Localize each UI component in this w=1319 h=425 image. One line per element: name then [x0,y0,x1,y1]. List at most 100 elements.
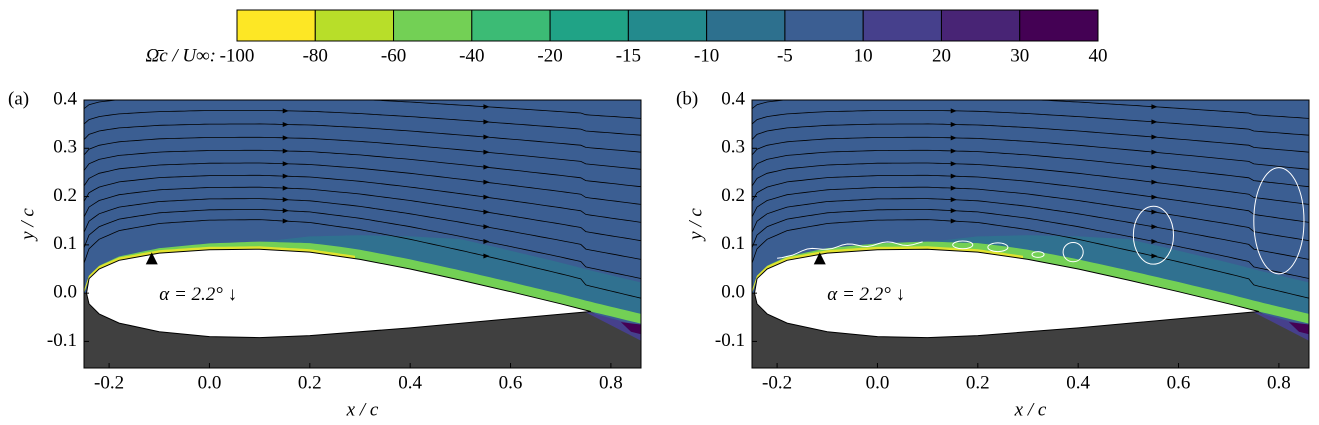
colorbar-tick-label: -60 [381,45,406,66]
te-band-core [620,322,641,335]
streamline [752,136,1309,170]
panel-label: (b) [676,88,698,109]
streamline-arrow [950,161,957,167]
x-tick-label: 0.0 [866,372,890,393]
shadow [84,293,641,368]
streamline-arrow [1151,164,1158,170]
colorbar-segment [393,9,473,42]
streamline-arrow [950,218,957,224]
colorbar-tick-label: -80 [303,45,328,66]
y-tick-label: 0.4 [53,88,77,109]
colorbar-tick-label: -5 [777,45,793,66]
streamline [752,100,1309,119]
streamline-arrow [950,148,957,154]
colorbar-segment [706,9,786,42]
streamline-arrow [483,253,490,259]
vortex-contour [987,242,1009,253]
streamline-arrow [483,238,490,244]
x-tick-label: 0.2 [966,372,990,393]
x-axis-label: x / c [1014,399,1047,420]
streamline-arrow [282,161,289,167]
streamline [84,149,641,188]
streamline-arrow [1151,253,1158,259]
streamline-arrow [483,119,490,125]
streamline-arrow [282,208,289,214]
streamline [752,174,1309,223]
streamline-arrow [282,197,289,203]
te-band-core [1288,322,1309,335]
boundary-layer [84,241,641,324]
streamline-arrow [1151,104,1158,110]
colorbar-segment [471,9,551,42]
streamline-arrow [1151,179,1158,185]
streamline [84,110,641,136]
boundary-layer [752,241,1309,324]
colorbar-label: Ω̄c / U∞: [145,45,216,66]
vortex-contour [1062,241,1084,263]
y-tick-label: 0.0 [53,282,77,303]
x-tick-label: 0.8 [599,372,623,393]
streamline-arrow [483,149,490,155]
vortex-contour [777,241,923,259]
streamline-arrow [282,121,289,127]
x-tick-label: 0.6 [1167,372,1191,393]
streamline-arrow [1151,224,1158,230]
streamline-arrow [1151,134,1158,140]
y-tick-label: 0.3 [53,137,77,158]
streamline [84,219,641,299]
y-tick-label: 0.3 [721,137,745,158]
streamline-arrow [483,134,490,140]
colorbar-tick-label: -15 [616,45,641,66]
panel-label: (a) [8,88,29,109]
streamline-arrow [950,197,957,203]
colorbar-segment [236,9,316,42]
streamline-arrow [282,148,289,154]
colorbar-tick-label: -100 [220,45,255,66]
streamline-arrow [1151,209,1158,215]
streamline [84,162,641,205]
colorbar-segment [862,9,942,42]
streamline [752,162,1309,205]
plot-area [752,94,1309,368]
x-tick-label: 0.4 [398,372,422,393]
streamline [84,208,641,279]
colorbar-tick-label: 40 [1089,45,1108,66]
streamline [84,123,641,153]
plot-area [84,100,641,368]
streamline [84,198,641,260]
x-axis-label: x / c [346,399,379,420]
shadow [752,293,1309,368]
vortex-contour [1253,167,1305,275]
streamline-arrow [950,121,957,127]
streamline [752,110,1309,136]
streamline-arrow [950,173,957,179]
streamline [752,149,1309,188]
streamline-arrow [483,209,490,215]
x-tick-label: -0.2 [762,372,792,393]
streamline [84,174,641,223]
y-tick-label: 0.4 [721,88,745,109]
streamline-arrow [951,94,957,99]
colorbar-segment [784,9,864,42]
streamline [752,198,1309,260]
streamline-arrow [282,185,289,191]
colorbar-segment [1019,9,1099,42]
y-tick-label: -0.1 [47,330,77,351]
streamline-arrow [950,185,957,191]
streamline-arrow [950,135,957,141]
y-tick-label: 0.2 [53,185,77,206]
transition-marker [145,252,158,265]
streamline-arrow [1151,238,1158,244]
streamline-arrow [1151,149,1158,155]
streamline-arrow [282,135,289,141]
streamline-arrow [483,194,490,200]
streamline-arrow [282,108,289,114]
streamline-arrow [1151,194,1158,200]
colorbar-tick-label: -10 [694,45,719,66]
axes-frame [83,99,642,369]
annotation: α = 2.2° ↓ [159,284,237,305]
streamline-arrow [950,208,957,214]
x-tick-label: 0.4 [1066,372,1090,393]
y-tick-label: -0.1 [715,330,745,351]
